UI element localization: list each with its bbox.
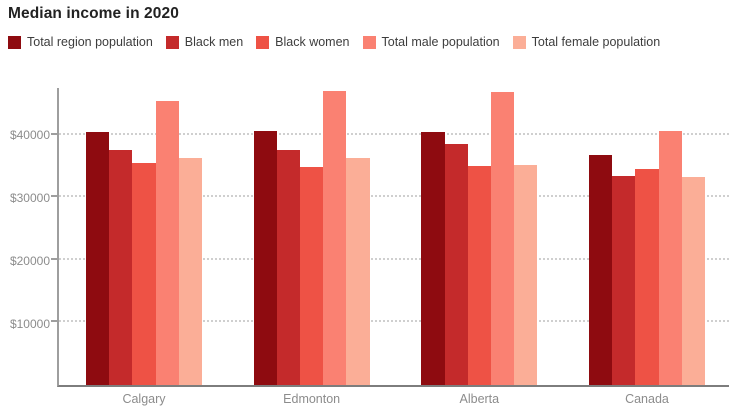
bar-canada-total-male-population [658, 130, 682, 385]
legend-swatch-icon [512, 35, 526, 49]
gridline-30000 [59, 195, 729, 198]
bar-calgary-total-female-population [178, 158, 203, 385]
bar-edmonton-total-male-population [323, 90, 347, 385]
bar-alberta-total-female-population [514, 164, 538, 385]
bar-canada-total-region-population [588, 154, 613, 385]
legend-label: Total region population [27, 35, 153, 49]
legend-swatch-icon [362, 35, 376, 49]
bar-group-calgary: Calgary [86, 88, 203, 406]
y-tick-mark [51, 257, 57, 260]
x-axis-label-canada: Canada [625, 392, 669, 406]
bar-edmonton-black-women [300, 167, 324, 385]
legend-label: Total female population [531, 35, 661, 49]
bar-edmonton-black-men [276, 149, 301, 385]
legend-item-total-region-population: Total region population [8, 35, 153, 49]
chart-title: Median income in 2020 [8, 5, 179, 22]
bar-group-edmonton: Edmonton [253, 88, 370, 406]
y-tick-mark [51, 132, 57, 135]
bar-edmonton-total-female-population [346, 158, 370, 385]
legend-label: Total male population [381, 35, 500, 49]
gridline-20000 [59, 257, 729, 260]
bar-alberta-total-male-population [490, 91, 515, 385]
bar-alberta-black-women [467, 165, 491, 385]
bar-group-canada: Canada [588, 88, 705, 406]
bar-group-alberta: Alberta [421, 88, 538, 406]
plot-area: Calgary Edmonton Alberta Canada [51, 88, 729, 406]
y-axis-tick-label: $30000 [9, 191, 50, 206]
bar-edmonton-total-region-population [253, 130, 277, 385]
legend-item-total-female-population: Total female population [512, 35, 661, 49]
x-axis-label-calgary: Calgary [122, 392, 166, 406]
bar-alberta-total-region-population [421, 132, 445, 385]
legend-item-black-men: Black men [165, 35, 244, 49]
bar-alberta-black-men [444, 143, 468, 385]
bar-calgary-black-men [109, 149, 133, 385]
bar-calgary-total-male-population [155, 100, 179, 385]
y-axis-tick-label: $10000 [9, 317, 50, 332]
y-axis-labels: $10000 $20000 $30000 $40000 [0, 88, 50, 387]
gridline-40000 [59, 132, 729, 135]
legend-label: Black men [184, 35, 244, 49]
y-axis-tick-label: $20000 [9, 254, 50, 269]
legend: Total region population Black men Black wo… [8, 35, 660, 49]
y-tick-mark [51, 320, 57, 323]
legend-swatch-icon [8, 35, 21, 49]
x-axis-label-edmonton: Edmonton [283, 392, 341, 406]
legend-label: Black women [275, 35, 350, 49]
bar-canada-total-female-population [681, 176, 705, 385]
y-tick-mark [51, 195, 57, 198]
x-axis-label-alberta: Alberta [459, 392, 500, 406]
legend-swatch-icon [256, 35, 270, 49]
gridline-10000 [59, 320, 729, 323]
bar-calgary-total-region-population [86, 132, 110, 385]
bar-canada-black-men [612, 176, 636, 385]
legend-item-total-male-population: Total male population [362, 35, 500, 49]
legend-swatch-icon [165, 35, 179, 49]
bar-canada-black-women [635, 168, 659, 385]
legend-item-black-women: Black women [256, 35, 350, 49]
bar-calgary-black-women [132, 163, 156, 385]
y-axis-tick-label: $40000 [9, 128, 50, 143]
